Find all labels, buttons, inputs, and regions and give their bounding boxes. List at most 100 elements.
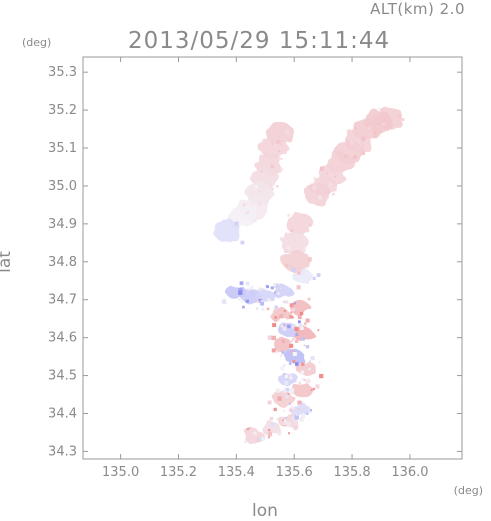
echo-pixel — [286, 245, 291, 250]
echo-pixel — [282, 389, 286, 393]
echo-pixel — [289, 402, 291, 405]
echo-pixel — [361, 151, 365, 156]
echo-cell — [272, 391, 293, 406]
echo-pixel — [261, 437, 265, 441]
echo-pixel — [298, 320, 301, 324]
echo-pixel — [283, 419, 287, 423]
echo-pixel — [287, 421, 292, 427]
y-tick-label: 35.3 — [48, 65, 77, 80]
echo-pixel — [322, 199, 325, 203]
echo-pixel — [288, 373, 293, 377]
echo-pixel — [276, 140, 281, 144]
echo-pixel — [292, 360, 296, 363]
echo-pixel — [299, 311, 304, 316]
echo-pixel — [309, 409, 312, 412]
echo-pixel — [267, 298, 271, 302]
echo-pixel — [291, 308, 296, 313]
echo-pixel — [248, 427, 251, 429]
echo-pixel — [297, 315, 302, 320]
echo-pixel — [291, 361, 293, 363]
echo-pixel — [306, 268, 309, 270]
echo-pixel — [291, 339, 293, 342]
echo-pixel — [308, 379, 312, 383]
echo-pixel — [294, 327, 299, 331]
echo-pixel — [281, 339, 285, 343]
x-axis-label: lon — [252, 501, 278, 521]
echo-pixel — [285, 264, 288, 267]
echo-pixel — [305, 280, 308, 283]
echo-pixel — [289, 391, 293, 395]
echo-pixel — [289, 303, 294, 307]
echo-pixel — [298, 381, 302, 385]
echo-pixel — [307, 297, 311, 301]
echo-pixel — [277, 292, 280, 295]
altitude-label: ALT(km) 2.0 — [370, 0, 465, 18]
y-tick-label: 34.5 — [48, 369, 77, 384]
echo-pixel — [393, 125, 396, 128]
echo-pixel — [327, 191, 331, 194]
echo-pixel — [287, 133, 292, 138]
echo-pixel — [285, 394, 289, 398]
echo-pixel — [221, 299, 227, 304]
echo-pixel — [240, 240, 245, 245]
echo-pixel — [258, 437, 262, 441]
echo-pixel — [276, 350, 280, 353]
echo-pixel — [300, 414, 305, 419]
y-tick-label: 35.0 — [48, 179, 77, 194]
echo-cell — [292, 269, 313, 284]
echo-pixel — [283, 309, 287, 313]
echo-pixel — [291, 267, 296, 272]
echo-pixel — [342, 166, 346, 170]
echo-pixel — [282, 300, 286, 304]
echo-cell — [292, 383, 313, 398]
echo-pixel — [260, 299, 263, 303]
echo-pixel — [308, 368, 311, 371]
echo-pixel — [343, 154, 348, 159]
echo-pixel — [238, 290, 243, 295]
echo-pixel — [382, 122, 386, 126]
echo-pixel — [284, 129, 289, 134]
x-tick-label: 135.4 — [218, 465, 255, 480]
echo-pixel — [248, 213, 252, 217]
echo-pixel — [278, 314, 284, 319]
echo-pixel — [299, 417, 304, 422]
echo-pixel — [319, 373, 324, 379]
echo-pixel — [293, 420, 299, 425]
echo-speckles — [221, 114, 405, 444]
y-tick-label: 34.3 — [48, 444, 77, 459]
x-ticks: 135.0 135.2 135.4 135.6 135.8 136.0 — [102, 57, 429, 480]
echo-pixel — [295, 333, 299, 336]
echo-pixel — [308, 184, 313, 189]
echo-pixel — [287, 393, 290, 395]
echo-pixel — [288, 432, 291, 435]
echo-pixel — [271, 142, 274, 146]
echo-pixel — [358, 148, 361, 151]
echo-pixel — [310, 356, 315, 361]
echo-pixel — [242, 305, 245, 309]
echo-pixel — [276, 185, 279, 188]
echo-pixel — [373, 131, 377, 135]
echo-pixel — [384, 118, 386, 121]
y-tick-label: 34.6 — [48, 331, 77, 346]
echo-pixel — [373, 134, 377, 139]
echo-pixel — [292, 351, 297, 357]
echo-pixel — [290, 261, 293, 264]
echo-pixel — [270, 422, 275, 427]
echo-cell — [285, 212, 314, 235]
echo-pixel — [304, 322, 307, 326]
echo-pixel — [305, 345, 310, 349]
echo-pixel — [288, 342, 291, 345]
echo-pixel — [287, 324, 291, 329]
echo-pixel — [310, 389, 313, 391]
echo-pixel — [299, 403, 301, 406]
echo-pixel — [290, 405, 295, 410]
echo-pixel — [332, 192, 335, 196]
echo-pixel — [351, 142, 354, 145]
y-tick-label: 35.2 — [48, 103, 77, 118]
echo-pixel — [295, 362, 299, 366]
y-tick-label: 35.1 — [48, 141, 77, 156]
echo-pixel — [284, 374, 288, 379]
echo-pixel — [339, 155, 343, 159]
echo-pixel — [274, 316, 278, 319]
echo-pixel — [256, 300, 260, 304]
